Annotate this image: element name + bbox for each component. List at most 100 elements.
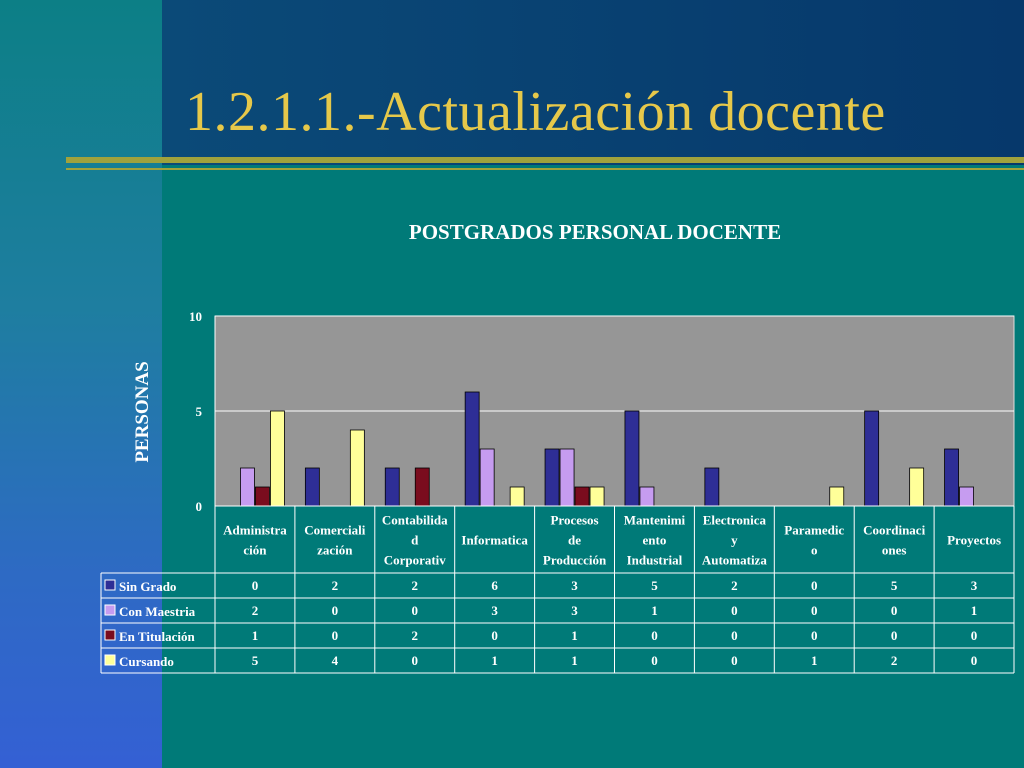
table-value: 3 xyxy=(571,578,578,593)
category-label: Coordinaci xyxy=(863,523,926,538)
table-value: 1 xyxy=(491,653,498,668)
bar xyxy=(479,448,495,507)
table-value: 0 xyxy=(731,628,738,643)
bar xyxy=(624,410,640,507)
legend-swatch xyxy=(104,654,116,666)
table-value: 0 xyxy=(332,628,339,643)
table-value: 5 xyxy=(252,653,259,668)
category-label: Proyectos xyxy=(947,533,1001,548)
table-value: 0 xyxy=(971,628,978,643)
table-value: 2 xyxy=(412,628,419,643)
table-value: 0 xyxy=(971,653,978,668)
table-value: 1 xyxy=(811,653,818,668)
legend-label: Cursando xyxy=(119,654,174,669)
bar xyxy=(414,467,430,507)
legend-swatch xyxy=(104,629,116,641)
category-label: Industrial xyxy=(627,553,683,568)
category-label: Paramedic xyxy=(784,523,844,538)
table-value: 0 xyxy=(252,578,259,593)
table-value: 0 xyxy=(891,603,898,618)
bar xyxy=(509,486,525,507)
bar xyxy=(304,467,320,507)
bar xyxy=(864,410,880,507)
slide-title: 1.2.1.1.-Actualización docente xyxy=(185,81,886,143)
legend-label: En Titulación xyxy=(119,629,196,644)
bar xyxy=(959,486,974,507)
table-value: 0 xyxy=(731,603,738,618)
table-value: 3 xyxy=(971,578,978,593)
bar xyxy=(464,391,480,507)
table-value: 0 xyxy=(412,653,419,668)
category-label: ento xyxy=(643,533,667,548)
table-value: 2 xyxy=(252,603,259,618)
bar xyxy=(909,467,925,507)
table-value: 5 xyxy=(651,578,658,593)
category-label: Corporativ xyxy=(384,553,447,568)
table-value: 3 xyxy=(491,603,498,618)
bar xyxy=(270,410,285,507)
category-label: Comerciali xyxy=(304,523,366,538)
table-value: 1 xyxy=(651,603,658,618)
table-value: 0 xyxy=(412,603,419,618)
table-value: 1 xyxy=(971,603,978,618)
bar xyxy=(589,486,605,507)
table-value: 0 xyxy=(891,628,898,643)
table-value: 0 xyxy=(811,578,818,593)
table-value: 6 xyxy=(491,578,498,593)
category-label: ones xyxy=(882,543,907,558)
bar xyxy=(829,486,845,507)
table-value: 0 xyxy=(651,628,658,643)
table-value: 2 xyxy=(731,578,738,593)
table-value: 0 xyxy=(811,603,818,618)
category-label: ción xyxy=(243,543,267,558)
left-color-band xyxy=(0,0,162,768)
table-value: 1 xyxy=(252,628,259,643)
category-label: zación xyxy=(317,543,353,558)
table-value: 2 xyxy=(412,578,419,593)
bar xyxy=(574,486,590,507)
y-tick-label: 0 xyxy=(196,499,203,514)
table-value: 5 xyxy=(891,578,898,593)
table-value: 0 xyxy=(811,628,818,643)
table-value: 0 xyxy=(651,653,658,668)
bar xyxy=(384,467,400,507)
y-tick-label: 10 xyxy=(189,309,202,324)
table-value: 2 xyxy=(891,653,898,668)
category-label: Mantenimi xyxy=(624,513,686,528)
category-label: d xyxy=(411,533,419,548)
category-label: Administra xyxy=(223,523,287,538)
category-label: Contabilida xyxy=(382,513,448,528)
bar xyxy=(639,486,655,507)
category-label: Automatiza xyxy=(702,553,767,568)
category-label: Procesos xyxy=(550,513,598,528)
table-value: 3 xyxy=(571,603,578,618)
title-rule-thin xyxy=(66,168,1024,170)
table-value: 4 xyxy=(332,653,339,668)
table-value: 1 xyxy=(571,628,578,643)
top-color-band xyxy=(162,0,1024,165)
category-label: o xyxy=(811,543,818,558)
bar xyxy=(544,448,560,507)
bar xyxy=(349,429,365,507)
category-label: Informatica xyxy=(461,533,528,548)
table-value: 1 xyxy=(571,653,578,668)
y-tick-label: 5 xyxy=(196,404,203,419)
category-label: Producción xyxy=(543,553,607,568)
category-label: de xyxy=(568,533,581,548)
category-label: Electronica xyxy=(703,513,767,528)
table-value: 0 xyxy=(332,603,339,618)
category-label: y xyxy=(731,533,738,548)
legend-swatch xyxy=(104,604,116,616)
legend-swatch xyxy=(104,579,116,591)
bar xyxy=(944,448,959,507)
legend-label: Con Maestria xyxy=(119,604,196,619)
title-rule xyxy=(66,157,1024,163)
bar xyxy=(240,467,255,507)
chart-title: POSTGRADOS PERSONAL DOCENTE xyxy=(408,220,782,244)
table-value: 0 xyxy=(731,653,738,668)
legend-label: Sin Grado xyxy=(119,579,176,594)
bar xyxy=(255,486,270,507)
bar xyxy=(559,448,575,507)
bar xyxy=(704,467,720,507)
